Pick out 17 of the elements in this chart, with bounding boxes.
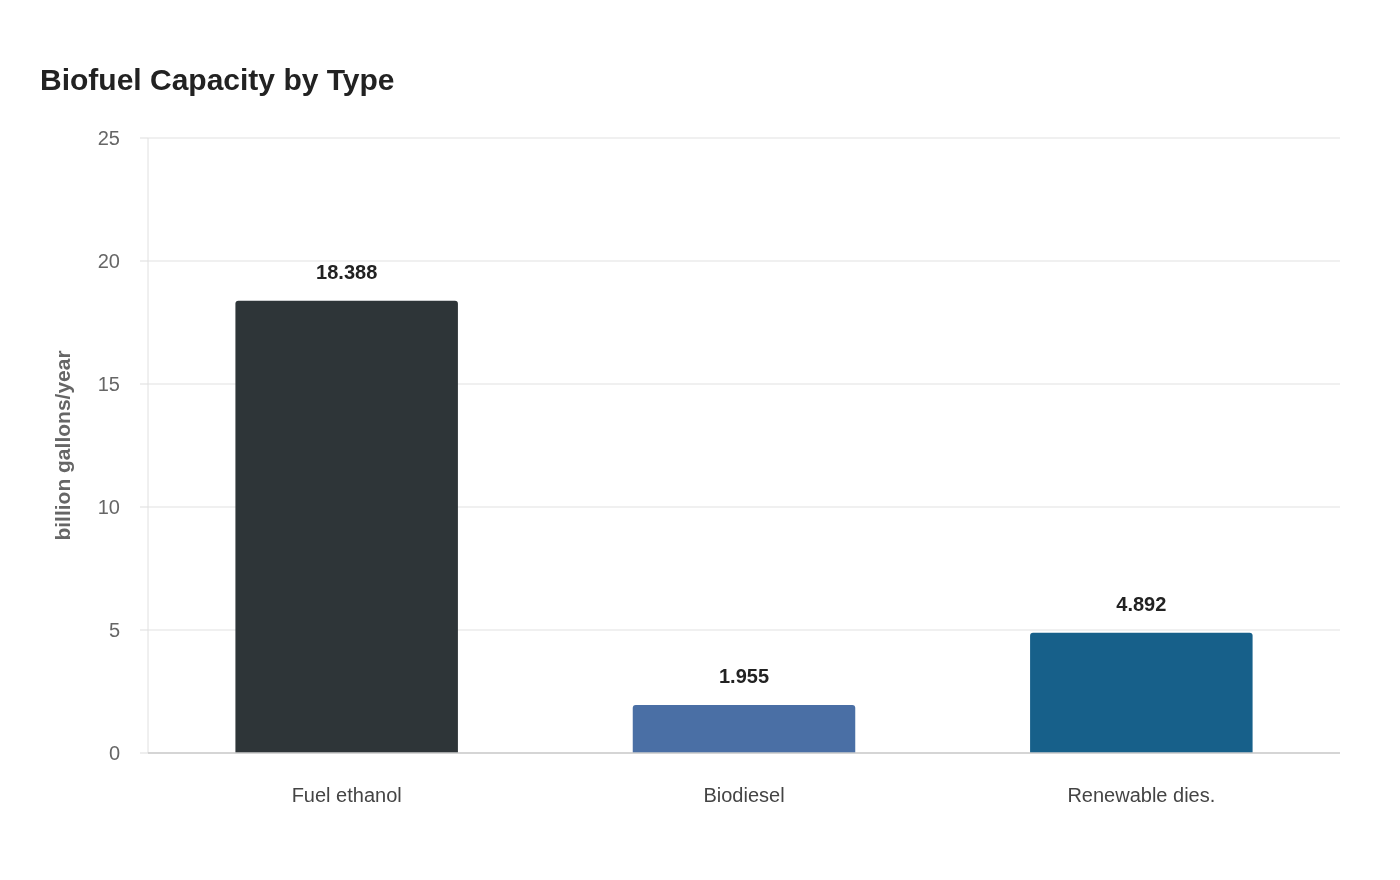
chart-title: Biofuel Capacity by Type xyxy=(40,63,395,96)
y-axis-title: billion gallons/year xyxy=(51,350,74,541)
data-label: 18.388 xyxy=(316,260,378,283)
x-tick-label: Renewable dies. xyxy=(1067,784,1216,806)
x-tick-label: Biodiesel xyxy=(703,784,785,806)
y-tick-label: 0 xyxy=(108,742,120,764)
y-tick-label: 10 xyxy=(97,496,120,518)
y-tick-label: 20 xyxy=(97,250,120,272)
data-label: 1.955 xyxy=(718,664,770,687)
y-tick-label: 5 xyxy=(108,619,120,641)
bar xyxy=(1030,632,1253,753)
bar xyxy=(235,300,458,753)
y-tick-label: 15 xyxy=(97,373,120,395)
y-tick-label: 25 xyxy=(97,127,120,149)
bar xyxy=(632,704,856,753)
x-tick-label: Fuel ethanol xyxy=(291,784,402,806)
data-label: 4.892 xyxy=(1116,592,1167,615)
